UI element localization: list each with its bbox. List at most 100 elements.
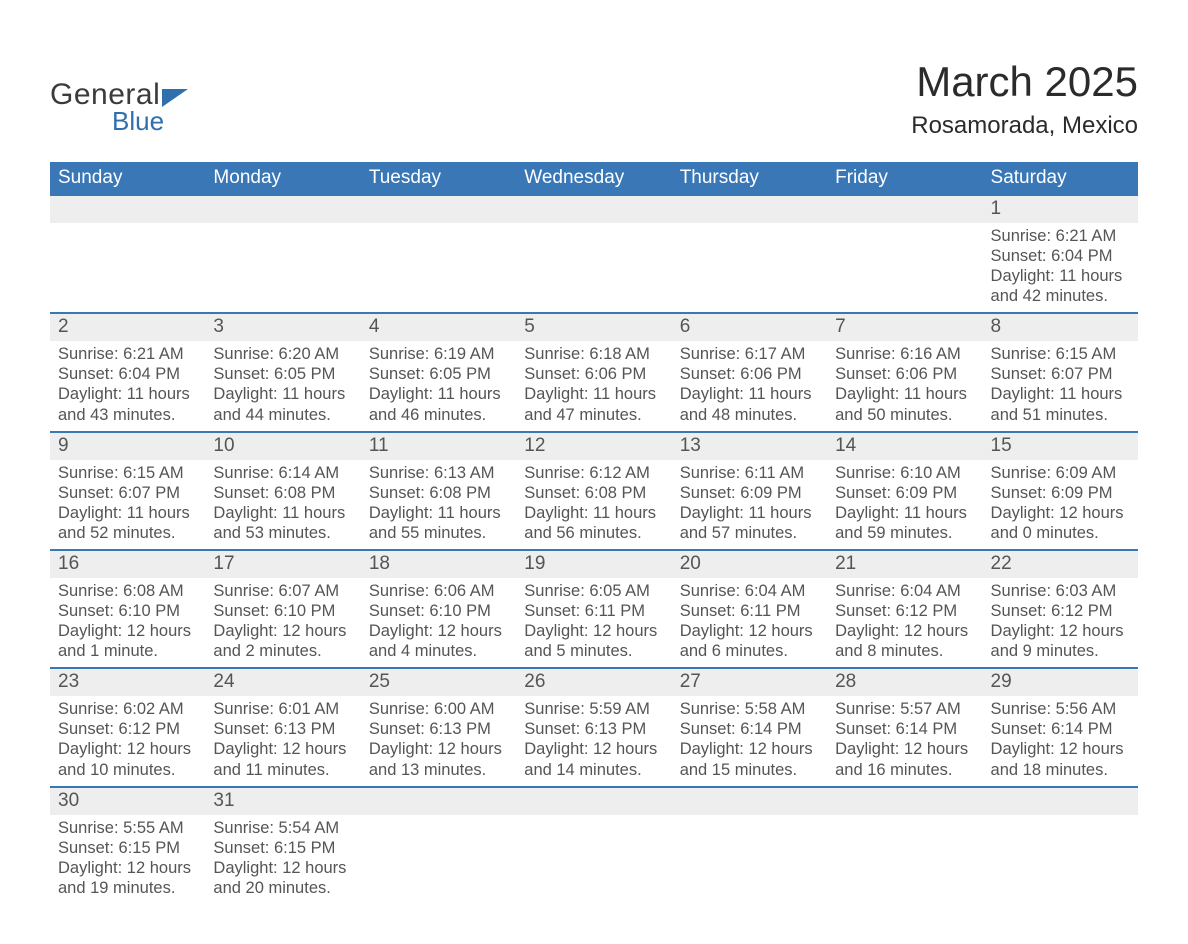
day-details: Sunrise: 6:07 AMSunset: 6:10 PMDaylight:… bbox=[205, 578, 360, 668]
sunrise-text: Sunrise: 6:12 AM bbox=[524, 463, 663, 483]
dl2-text: and 19 minutes. bbox=[58, 878, 197, 898]
dl1-text: Daylight: 12 hours bbox=[213, 858, 352, 878]
day-details bbox=[50, 223, 205, 232]
day-details: Sunrise: 6:15 AMSunset: 6:07 PMDaylight:… bbox=[50, 460, 205, 550]
dl1-text: Daylight: 11 hours bbox=[680, 503, 819, 523]
dl2-text: and 9 minutes. bbox=[991, 641, 1130, 661]
dl2-text: and 51 minutes. bbox=[991, 405, 1130, 425]
day-details bbox=[516, 815, 671, 824]
sunrise-text: Sunrise: 6:20 AM bbox=[213, 344, 352, 364]
day-details: Sunrise: 6:03 AMSunset: 6:12 PMDaylight:… bbox=[983, 578, 1138, 668]
day-details: Sunrise: 6:14 AMSunset: 6:08 PMDaylight:… bbox=[205, 460, 360, 550]
sunrise-text: Sunrise: 5:57 AM bbox=[835, 699, 974, 719]
day-number-cell bbox=[672, 195, 827, 223]
day-number-cell: 15 bbox=[983, 432, 1138, 460]
day-number-cell bbox=[205, 195, 360, 223]
sunrise-text: Sunrise: 6:09 AM bbox=[991, 463, 1130, 483]
day-number: 17 bbox=[205, 551, 360, 578]
sunset-text: Sunset: 6:10 PM bbox=[213, 601, 352, 621]
day-details-cell: Sunrise: 6:14 AMSunset: 6:08 PMDaylight:… bbox=[205, 460, 360, 551]
daynum-row: 9101112131415 bbox=[50, 432, 1138, 460]
day-number-cell bbox=[50, 195, 205, 223]
day-details-cell bbox=[827, 223, 982, 314]
sunrise-text: Sunrise: 6:04 AM bbox=[680, 581, 819, 601]
sunset-text: Sunset: 6:09 PM bbox=[835, 483, 974, 503]
logo: General Blue bbox=[50, 78, 188, 137]
sunrise-text: Sunrise: 6:04 AM bbox=[835, 581, 974, 601]
day-number-cell: 6 bbox=[672, 313, 827, 341]
sunrise-text: Sunrise: 6:21 AM bbox=[58, 344, 197, 364]
day-details: Sunrise: 6:04 AMSunset: 6:12 PMDaylight:… bbox=[827, 578, 982, 668]
dl2-text: and 46 minutes. bbox=[369, 405, 508, 425]
dl2-text: and 48 minutes. bbox=[680, 405, 819, 425]
day-details-cell: Sunrise: 6:15 AMSunset: 6:07 PMDaylight:… bbox=[50, 460, 205, 551]
day-details bbox=[672, 815, 827, 824]
day-details: Sunrise: 5:58 AMSunset: 6:14 PMDaylight:… bbox=[672, 696, 827, 786]
day-number: 16 bbox=[50, 551, 205, 578]
day-details-cell: Sunrise: 6:13 AMSunset: 6:08 PMDaylight:… bbox=[361, 460, 516, 551]
details-row: Sunrise: 6:08 AMSunset: 6:10 PMDaylight:… bbox=[50, 578, 1138, 669]
day-number: 27 bbox=[672, 669, 827, 696]
day-details-cell bbox=[516, 815, 671, 905]
daynum-row: 3031 bbox=[50, 787, 1138, 815]
day-number: 13 bbox=[672, 433, 827, 460]
day-number-cell: 1 bbox=[983, 195, 1138, 223]
details-row: Sunrise: 6:21 AMSunset: 6:04 PMDaylight:… bbox=[50, 341, 1138, 432]
dl1-text: Daylight: 12 hours bbox=[369, 739, 508, 759]
day-number: 21 bbox=[827, 551, 982, 578]
day-number: 11 bbox=[361, 433, 516, 460]
dl1-text: Daylight: 11 hours bbox=[213, 503, 352, 523]
day-number: 25 bbox=[361, 669, 516, 696]
day-details: Sunrise: 6:20 AMSunset: 6:05 PMDaylight:… bbox=[205, 341, 360, 431]
daynum-row: 1 bbox=[50, 195, 1138, 223]
dl1-text: Daylight: 12 hours bbox=[680, 621, 819, 641]
day-details: Sunrise: 6:08 AMSunset: 6:10 PMDaylight:… bbox=[50, 578, 205, 668]
day-details-cell: Sunrise: 6:19 AMSunset: 6:05 PMDaylight:… bbox=[361, 341, 516, 432]
day-details: Sunrise: 5:56 AMSunset: 6:14 PMDaylight:… bbox=[983, 696, 1138, 786]
day-number-cell: 30 bbox=[50, 787, 205, 815]
day-details-cell: Sunrise: 6:07 AMSunset: 6:10 PMDaylight:… bbox=[205, 578, 360, 669]
day-details-cell: Sunrise: 6:03 AMSunset: 6:12 PMDaylight:… bbox=[983, 578, 1138, 669]
day-number: 9 bbox=[50, 433, 205, 460]
sunset-text: Sunset: 6:11 PM bbox=[524, 601, 663, 621]
day-number-cell: 5 bbox=[516, 313, 671, 341]
dl2-text: and 13 minutes. bbox=[369, 760, 508, 780]
dl2-text: and 50 minutes. bbox=[835, 405, 974, 425]
sunset-text: Sunset: 6:12 PM bbox=[58, 719, 197, 739]
day-number bbox=[361, 196, 516, 223]
day-number: 1 bbox=[983, 196, 1138, 223]
day-number: 26 bbox=[516, 669, 671, 696]
day-details-cell: Sunrise: 6:02 AMSunset: 6:12 PMDaylight:… bbox=[50, 696, 205, 787]
sunset-text: Sunset: 6:15 PM bbox=[58, 838, 197, 858]
sunrise-text: Sunrise: 6:01 AM bbox=[213, 699, 352, 719]
day-number-cell bbox=[361, 787, 516, 815]
day-number: 5 bbox=[516, 314, 671, 341]
sunrise-text: Sunrise: 6:15 AM bbox=[991, 344, 1130, 364]
sunset-text: Sunset: 6:13 PM bbox=[213, 719, 352, 739]
day-number-cell bbox=[361, 195, 516, 223]
day-details-cell: Sunrise: 6:00 AMSunset: 6:13 PMDaylight:… bbox=[361, 696, 516, 787]
day-number: 23 bbox=[50, 669, 205, 696]
day-details-cell bbox=[205, 223, 360, 314]
sunset-text: Sunset: 6:09 PM bbox=[680, 483, 819, 503]
dl2-text: and 5 minutes. bbox=[524, 641, 663, 661]
day-details-cell bbox=[672, 223, 827, 314]
day-number: 20 bbox=[672, 551, 827, 578]
day-details: Sunrise: 5:55 AMSunset: 6:15 PMDaylight:… bbox=[50, 815, 205, 905]
day-details: Sunrise: 6:01 AMSunset: 6:13 PMDaylight:… bbox=[205, 696, 360, 786]
day-number: 24 bbox=[205, 669, 360, 696]
day-number bbox=[672, 196, 827, 223]
day-number: 31 bbox=[205, 788, 360, 815]
weekday-tuesday: Tuesday bbox=[361, 162, 516, 195]
dl2-text: and 15 minutes. bbox=[680, 760, 819, 780]
day-details: Sunrise: 6:12 AMSunset: 6:08 PMDaylight:… bbox=[516, 460, 671, 550]
dl2-text: and 52 minutes. bbox=[58, 523, 197, 543]
sunset-text: Sunset: 6:05 PM bbox=[369, 364, 508, 384]
day-number-cell: 26 bbox=[516, 668, 671, 696]
sunrise-text: Sunrise: 6:07 AM bbox=[213, 581, 352, 601]
day-number-cell: 13 bbox=[672, 432, 827, 460]
day-number-cell: 14 bbox=[827, 432, 982, 460]
day-details-cell: Sunrise: 5:54 AMSunset: 6:15 PMDaylight:… bbox=[205, 815, 360, 905]
day-number-cell bbox=[827, 787, 982, 815]
dl2-text: and 8 minutes. bbox=[835, 641, 974, 661]
